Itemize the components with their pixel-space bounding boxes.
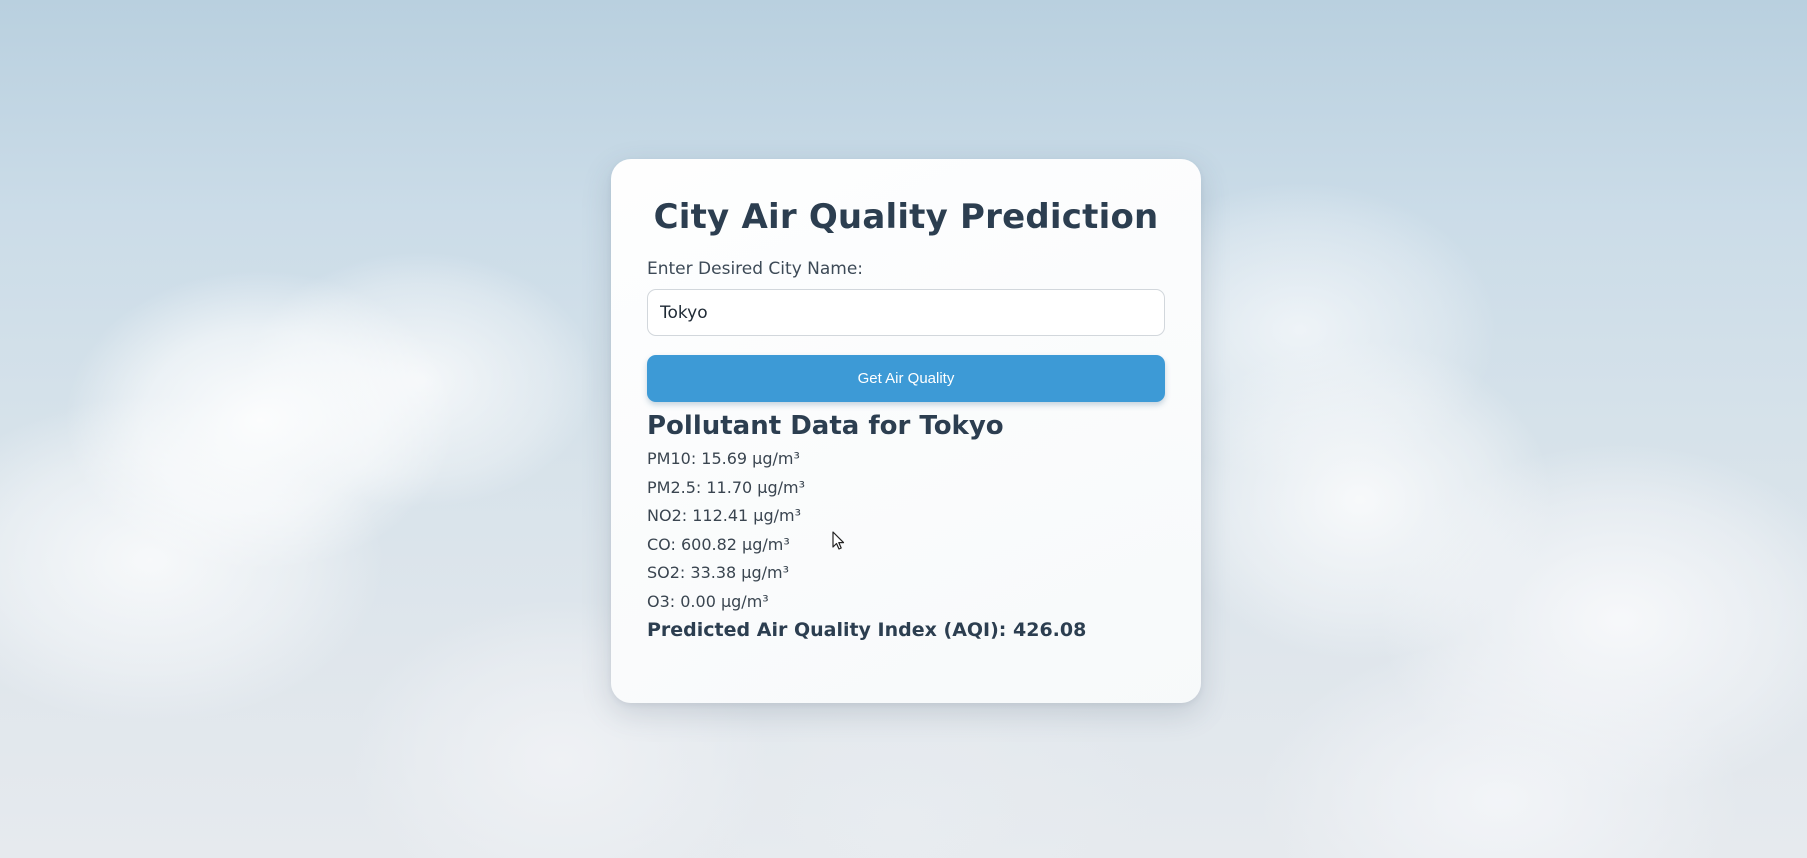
pollutant-list: PM10: 15.69 µg/m³ PM2.5: 11.70 µg/m³ NO2… [647, 445, 1165, 616]
pollutant-item-pm10: PM10: 15.69 µg/m³ [647, 449, 800, 468]
mouse-cursor-icon [832, 531, 845, 550]
city-input[interactable] [647, 289, 1165, 336]
pollutant-item-pm25: PM2.5: 11.70 µg/m³ [647, 477, 805, 497]
page-title: City Air Quality Prediction [653, 197, 1159, 237]
pollutant-item-so2: SO2: 33.38 µg/m³ [647, 563, 790, 582]
city-input-label: Enter Desired City Name: [647, 259, 864, 279]
pollutant-item-o3: O3: 0.00 µg/m³ [647, 591, 769, 611]
pollutant-item-co: CO: 600.82 µg/m³ [647, 534, 790, 554]
pollutant-item-no2: NO2: 112.41 µg/m³ [647, 506, 802, 525]
results-heading: Pollutant Data for Tokyo [647, 411, 1004, 441]
air-quality-card: City Air Quality Prediction Enter Desire… [611, 159, 1201, 703]
get-air-quality-button[interactable]: Get Air Quality [647, 355, 1165, 402]
aqi-result: Predicted Air Quality Index (AQI): 426.0… [647, 619, 1087, 641]
